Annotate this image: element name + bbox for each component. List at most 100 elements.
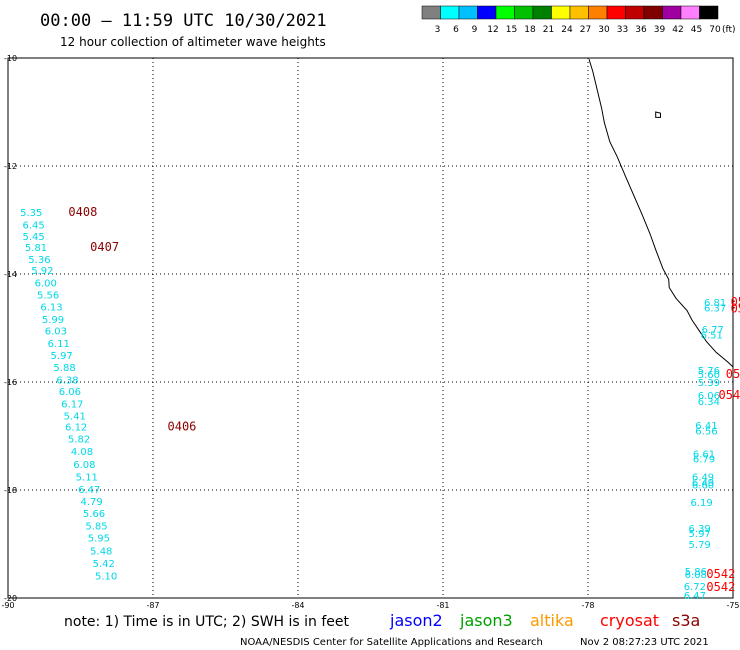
swh-value-label: 6.03 <box>45 327 67 338</box>
swh-value-label: 6.13 <box>40 302 62 313</box>
swh-value-label: 6.17 <box>61 400 83 411</box>
swh-value-label: 6.79 <box>693 455 715 466</box>
scale-label: 42 <box>672 25 683 35</box>
time-annotations: 040804070406054054054054105420542 <box>68 205 740 594</box>
scale-label: 9 <box>472 25 478 35</box>
swh-value-label: 6.38 <box>56 375 78 386</box>
swh-value-label: 5.95 <box>88 534 110 545</box>
swh-value-label: 6.12 <box>65 422 87 433</box>
scale-label: 21 <box>543 25 554 35</box>
wave-height-labels: 5.356.455.455.815.365.92 6.005.566.13 5.99… <box>20 208 726 602</box>
swh-value-label: 5.45 <box>23 232 45 243</box>
swh-value-label: 5.39 <box>698 378 720 389</box>
swh-value-label: 6.39 <box>689 524 711 535</box>
swh-value-label: 5.92 <box>31 266 53 277</box>
scale-swatch <box>680 5 700 20</box>
swh-value-label: 6.34 <box>698 397 720 408</box>
scale-swatch <box>477 5 497 20</box>
scale-swatch <box>532 5 552 20</box>
swh-value-label: 5.42 <box>93 559 115 570</box>
scale-swatch <box>643 5 663 20</box>
swh-value-label: 5.35 <box>20 208 42 219</box>
swh-value-label: 5.10 <box>95 571 117 582</box>
swh-value-label: 6.61 <box>693 449 715 460</box>
coastline-path <box>588 58 734 368</box>
chart-subtitle: 12 hour collection of altimeter wave hei… <box>60 35 326 49</box>
swh-value-label: 5.66 <box>83 509 105 520</box>
swh-value-label: 6.47 <box>78 485 100 496</box>
swh-value-label: 5.48 <box>90 546 112 557</box>
y-tick-label: -12 <box>4 162 17 171</box>
swh-value-label: 6.00 <box>35 279 57 290</box>
scale-swatch <box>662 5 682 20</box>
swh-value-label: 6.60 <box>692 481 714 492</box>
y-tick-label: -20 <box>4 594 17 603</box>
swh-value-label: 6.11 <box>48 339 70 350</box>
swh-value-label: 6.56 <box>695 427 717 438</box>
pass-time-label: 054 <box>731 302 740 316</box>
y-tick-label: -18 <box>4 486 17 495</box>
pass-time-label: 0541 <box>719 388 740 402</box>
scale-label: 30 <box>598 25 610 35</box>
swh-value-label: 6.49 <box>692 473 714 484</box>
swh-value-label: 5.41 <box>64 411 86 422</box>
y-tick-label: -14 <box>4 270 17 279</box>
scale-label: 70 <box>709 25 721 35</box>
swh-value-label: 5.97 <box>689 529 711 540</box>
x-tick-label: -87 <box>146 601 159 610</box>
scale-swatch <box>606 5 626 20</box>
satellite-name: jason3 <box>459 611 513 630</box>
scale-swatch <box>551 5 571 20</box>
scale-label: 36 <box>635 25 647 35</box>
scale-label: 12 <box>487 25 498 35</box>
footer-note: note: 1) Time is in UTC; 2) SWH is in fe… <box>64 614 350 630</box>
swh-value-label: 5.85 <box>85 522 107 533</box>
swh-value-label: 6.08 <box>73 460 95 471</box>
scale-swatch <box>569 5 589 20</box>
swh-value-label: 6.37 <box>704 303 726 314</box>
swh-value-label: 6.06 <box>698 391 720 402</box>
scale-swatch <box>458 5 478 20</box>
swh-value-label: 5.79 <box>689 540 711 551</box>
swh-value-label: 6.51 <box>701 330 723 341</box>
swh-value-label: 6.19 <box>690 498 712 509</box>
swh-value-label: 5.82 <box>68 435 90 446</box>
swh-value-label: 6.49 <box>692 478 714 489</box>
swh-value-label: 4.79 <box>81 497 103 508</box>
scale-label: 18 <box>524 25 536 35</box>
plot-frame <box>7 57 734 599</box>
swh-value-label: 5.99 <box>42 315 64 326</box>
satellite-name: cryosat <box>600 611 659 630</box>
scale-label: 39 <box>654 25 666 35</box>
pass-time-label: 0406 <box>168 419 197 433</box>
swh-value-label: 5.36 <box>28 255 50 266</box>
scale-label: 6 <box>453 25 459 35</box>
swh-value-label: 5.97 <box>51 351 73 362</box>
satellite-name: s3a <box>672 611 700 630</box>
pass-time-label: 0408 <box>68 205 97 219</box>
swh-value-label: 5.56 <box>37 291 59 302</box>
island-outline <box>655 111 661 118</box>
coastline <box>588 58 734 368</box>
swh-value-label: 6.41 <box>695 421 717 432</box>
swh-value-label: 5.88 <box>53 363 75 374</box>
pass-time-label: 054 <box>731 295 740 309</box>
x-tick-label: -75 <box>726 601 739 610</box>
scale-label: 27 <box>580 25 591 35</box>
y-tick-label: -10 <box>4 54 17 63</box>
scale-swatch <box>514 5 534 20</box>
swh-value-label: 5.11 <box>76 473 98 484</box>
swh-value-label: 5.86 <box>685 567 707 578</box>
scale-swatch <box>421 5 441 20</box>
swh-value-label: 6.81 <box>704 298 726 309</box>
scale-label: 33 <box>617 25 628 35</box>
swh-value-label: 6.72 <box>684 582 706 593</box>
swh-value-label: 5.76 <box>698 366 720 377</box>
x-tick-label: -81 <box>436 601 449 610</box>
swh-value-label: 5.60 <box>698 370 720 381</box>
swh-value-label: 4.08 <box>71 447 93 458</box>
pass-time-label: 0407 <box>90 240 119 254</box>
axis-tick-labels: -10 -12 -14 -16 -18 -20-90 -87 -84 -81 -78 -75 <box>1 54 739 610</box>
swh-value-label: 6.77 <box>702 325 724 336</box>
